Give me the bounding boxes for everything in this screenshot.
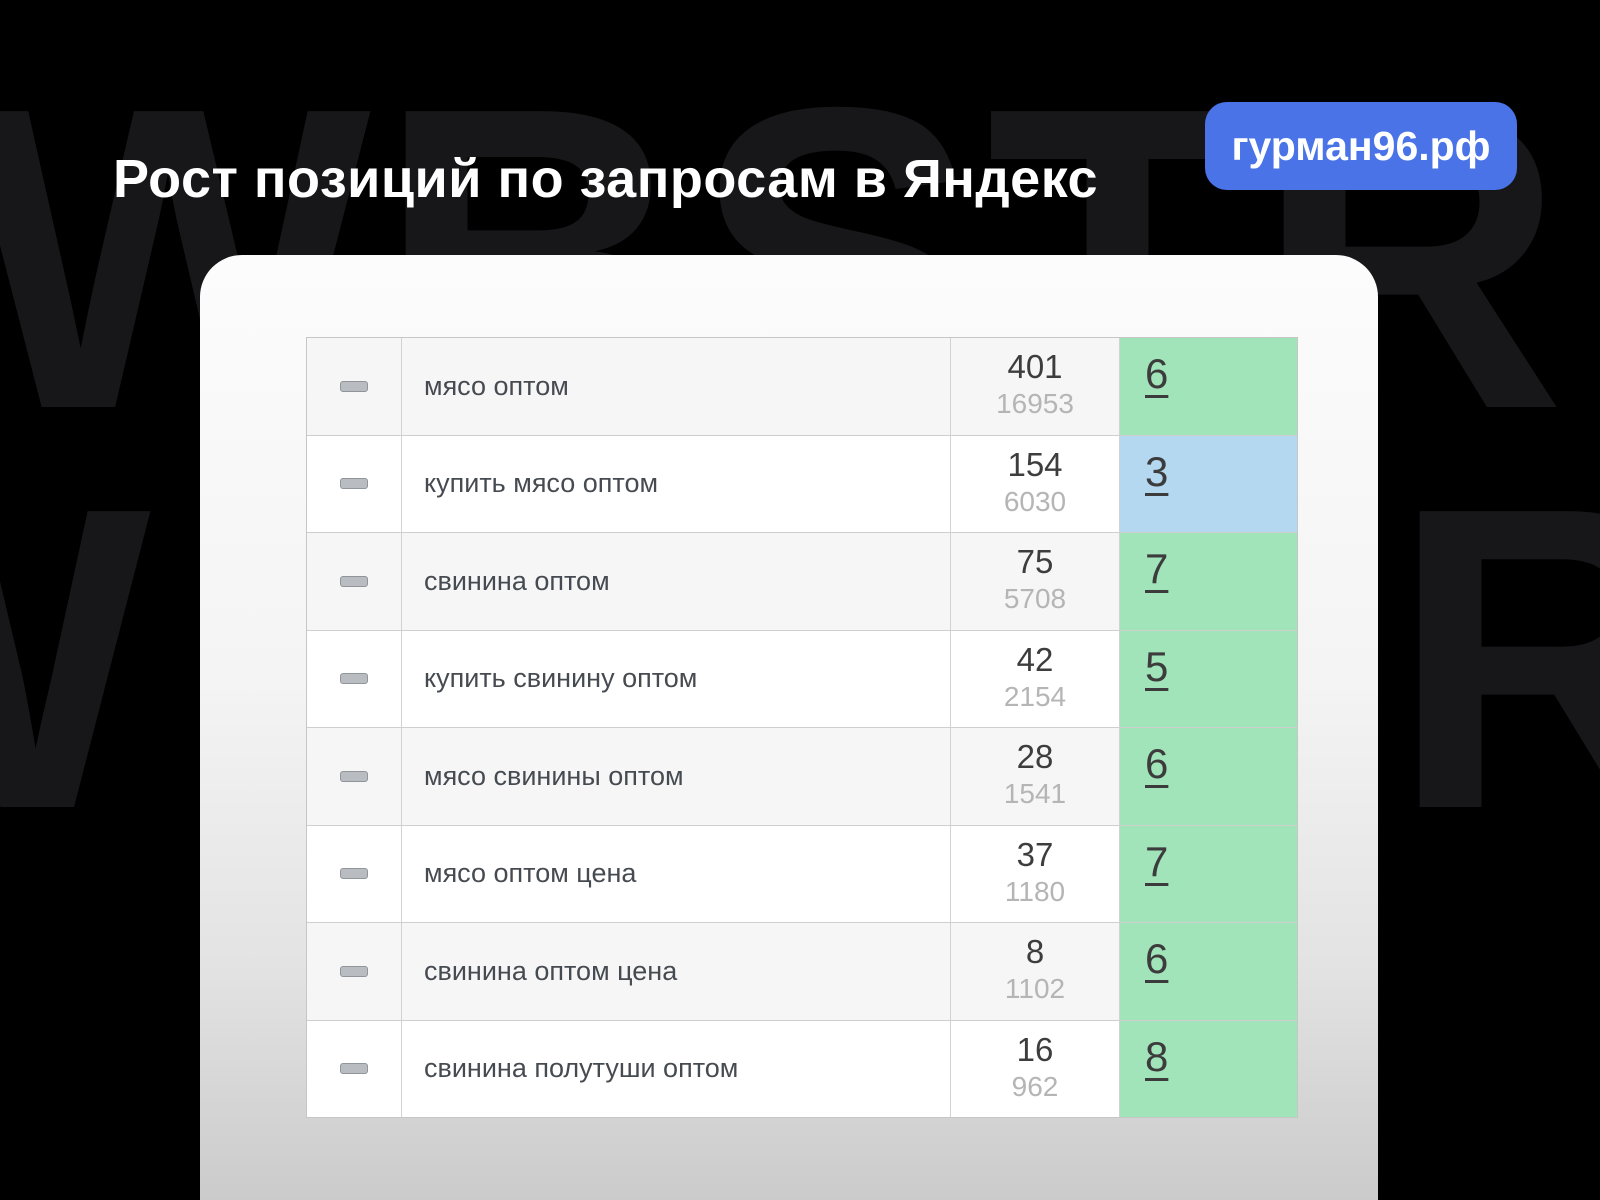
position-cell: 3 [1119, 435, 1297, 532]
keyword-cell: мясо оптом [401, 338, 950, 435]
keyword-label: купить мясо оптом [424, 468, 659, 499]
table-row: мясо свинины оптом 28 1541 6 [307, 728, 1297, 826]
row-handle-cell [307, 1021, 401, 1118]
frequency-exact-value: 1180 [1004, 875, 1066, 907]
keyword-cell: купить свинину оптом [401, 630, 950, 727]
keyword-cell: свинина оптом цена [401, 923, 950, 1020]
keyword-label: свинина оптом [424, 565, 610, 596]
frequency-exact-value: 1541 [1003, 778, 1067, 810]
position-cell: 6 [1119, 338, 1297, 435]
position-link[interactable]: 7 [1145, 837, 1169, 885]
keyword-label: свинина оптом цена [424, 955, 678, 986]
keyword-cell: свинина полутуши оптом [401, 1020, 950, 1117]
table-row: мясо оптом 401 16953 6 [307, 338, 1297, 436]
minus-handle-icon[interactable] [340, 770, 368, 782]
row-handle-cell [307, 728, 401, 825]
keyword-cell: купить мясо оптом [401, 435, 950, 532]
position-cell: 8 [1119, 1020, 1297, 1117]
frequency-value: 42 [1016, 640, 1054, 678]
table-row: купить мясо оптом 154 6030 3 [307, 435, 1297, 533]
frequency-cell: 154 6030 [950, 435, 1119, 532]
frequency-cell: 42 2154 [950, 630, 1119, 727]
frequency-exact-value: 6030 [1003, 485, 1067, 517]
position-link[interactable]: 5 [1145, 642, 1169, 690]
frequency-value: 401 [1007, 348, 1063, 386]
table-row: свинина полутуши оптом 16 962 8 [307, 1020, 1297, 1118]
keyword-label: мясо оптом [424, 370, 569, 401]
position-cell: 6 [1119, 923, 1297, 1020]
frequency-exact-value: 16953 [996, 388, 1074, 420]
frequency-value: 28 [1016, 738, 1054, 776]
table-row: купить свинину оптом 42 2154 5 [307, 630, 1297, 728]
keyword-label: мясо оптом цена [424, 858, 637, 889]
frequency-cell: 75 5708 [950, 533, 1119, 630]
position-cell: 6 [1119, 728, 1297, 825]
keyword-label: купить свинину оптом [424, 663, 698, 694]
frequency-exact-value: 5708 [1003, 583, 1067, 615]
minus-handle-icon[interactable] [340, 868, 368, 880]
row-handle-cell [307, 533, 401, 630]
frequency-cell: 28 1541 [950, 728, 1119, 825]
position-cell: 5 [1119, 630, 1297, 727]
keyword-cell: мясо оптом цена [401, 825, 950, 922]
site-domain-badge[interactable]: гурман96.рф [1205, 102, 1517, 190]
position-cell: 7 [1119, 533, 1297, 630]
position-link[interactable]: 6 [1145, 935, 1169, 982]
keyword-label: свинина полутуши оптом [424, 1053, 739, 1084]
keyword-cell: мясо свинины оптом [401, 728, 950, 825]
positions-table: мясо оптом 401 16953 6 купить мясо оптом… [306, 337, 1298, 1118]
screenshot-card: мясо оптом 401 16953 6 купить мясо оптом… [200, 255, 1378, 1200]
position-link[interactable]: 8 [1145, 1032, 1169, 1080]
position-cell: 7 [1119, 825, 1297, 922]
frequency-exact-value: 2154 [1003, 680, 1067, 712]
positions-table-body: мясо оптом 401 16953 6 купить мясо оптом… [307, 338, 1297, 1117]
position-link[interactable]: 6 [1145, 740, 1169, 787]
row-handle-cell [307, 826, 401, 923]
minus-handle-icon[interactable] [340, 965, 368, 977]
frequency-cell: 8 1102 [950, 923, 1119, 1020]
table-row: свинина оптом цена 8 1102 6 [307, 923, 1297, 1021]
minus-handle-icon[interactable] [340, 575, 368, 587]
row-handle-cell [307, 436, 401, 533]
frequency-exact-value: 1102 [1004, 973, 1066, 1005]
table-row: свинина оптом 75 5708 7 [307, 533, 1297, 631]
row-handle-cell [307, 631, 401, 728]
minus-handle-icon[interactable] [340, 673, 368, 685]
frequency-cell: 16 962 [950, 1020, 1119, 1117]
minus-handle-icon[interactable] [340, 380, 368, 392]
frequency-exact-value: 962 [1011, 1070, 1059, 1102]
frequency-cell: 37 1180 [950, 825, 1119, 922]
minus-handle-icon[interactable] [340, 1063, 368, 1075]
position-link[interactable]: 7 [1145, 545, 1169, 592]
frequency-value: 154 [1007, 445, 1063, 483]
position-link[interactable]: 6 [1145, 350, 1169, 397]
frequency-value: 8 [1025, 933, 1045, 971]
frequency-cell: 401 16953 [950, 338, 1119, 435]
frequency-value: 16 [1016, 1030, 1054, 1068]
keyword-cell: свинина оптом [401, 533, 950, 630]
position-link[interactable]: 3 [1145, 447, 1169, 495]
page-title: Рост позиций по запросам в Яндекс [113, 149, 1099, 210]
keyword-label: мясо свинины оптом [424, 760, 684, 791]
frequency-value: 75 [1016, 543, 1054, 581]
frequency-value: 37 [1016, 835, 1054, 873]
minus-handle-icon[interactable] [340, 478, 368, 490]
table-row: мясо оптом цена 37 1180 7 [307, 825, 1297, 923]
row-handle-cell [307, 923, 401, 1020]
row-handle-cell [307, 338, 401, 435]
